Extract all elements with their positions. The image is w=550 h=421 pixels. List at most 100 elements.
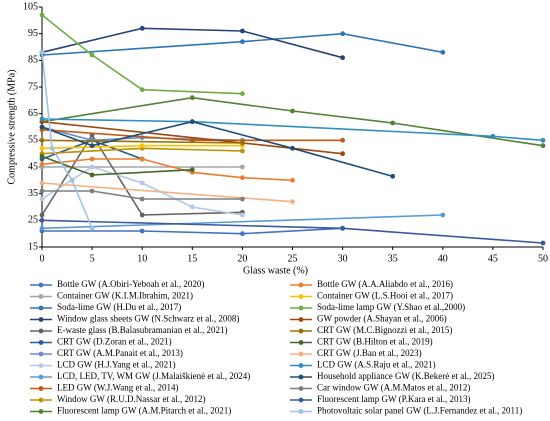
data-point	[189, 204, 195, 210]
data-point	[189, 119, 195, 125]
legend-label: LED GW (W.J.Wang et al., 2014)	[57, 383, 179, 393]
y-tick-label: 35	[28, 188, 38, 199]
x-tick-label: 0	[40, 253, 45, 264]
data-point	[139, 196, 145, 202]
data-point	[39, 145, 45, 151]
data-point	[390, 173, 396, 179]
data-point	[240, 148, 245, 154]
legend-marker	[298, 328, 304, 334]
x-tick-label: 25	[288, 253, 298, 264]
data-point	[240, 140, 245, 146]
legend-label: Car window GW (A.M.Matos et al., 2012)	[317, 383, 470, 393]
data-point	[290, 177, 295, 183]
legend-marker	[38, 386, 44, 391]
data-point	[189, 167, 195, 173]
data-point	[290, 199, 295, 205]
legend-marker	[38, 363, 44, 368]
data-point	[290, 108, 295, 114]
legend-marker	[298, 363, 304, 368]
legend-marker	[298, 294, 304, 299]
series-line	[41, 158, 293, 182]
legend-label: Window glass sheets GW (N.Schwarz et al.…	[57, 314, 239, 324]
x-tick-label: 50	[538, 253, 548, 264]
y-tick-label: 25	[28, 215, 38, 226]
series-line	[41, 182, 293, 203]
data-point	[39, 153, 45, 159]
data-point	[89, 164, 95, 170]
legend-label: E-waste glass (B.Balasubramanian et al.,…	[57, 325, 227, 335]
data-point	[139, 25, 145, 31]
legend-marker	[298, 351, 304, 357]
legend-label: CRT GW (A.M.Panait et al., 2013)	[57, 348, 183, 358]
series-line	[41, 139, 243, 144]
x-tick-label: 35	[388, 253, 398, 264]
data-point	[139, 156, 145, 162]
data-point	[89, 52, 95, 58]
y-axis-label: Compressive strength (MPa)	[6, 70, 17, 185]
series-line	[41, 32, 443, 56]
legend-label: Container GW (K.I.M.Ibrahim, 2021)	[57, 291, 193, 301]
data-point	[139, 143, 145, 149]
legend-marker	[298, 374, 304, 380]
series-line	[41, 52, 93, 229]
data-point	[240, 91, 245, 97]
legend-marker	[38, 294, 44, 299]
legend-label: Fluorescent lamp GW (A.M.Pitarch et al.,…	[57, 406, 231, 416]
legend-marker	[38, 340, 44, 345]
data-point	[240, 28, 245, 34]
data-point	[39, 12, 45, 18]
legend-marker	[38, 317, 44, 322]
legend-marker	[298, 282, 304, 288]
legend-label: Bottle GW (A.Obiri-Yeboah et al., 2020)	[57, 279, 204, 289]
data-point	[89, 188, 95, 194]
legend-label: LCD GW (H.J.Yang et al., 2021)	[57, 360, 176, 370]
data-point	[340, 137, 345, 143]
data-point	[39, 188, 45, 194]
data-point	[139, 87, 145, 93]
x-tick-label: 15	[187, 253, 197, 264]
x-tick-label: 5	[90, 253, 95, 264]
legend-label: GW powder (A.Shayan et al., 2006)	[317, 314, 447, 324]
y-tick-label: 95	[28, 28, 38, 39]
data-point	[540, 137, 546, 143]
data-point	[39, 49, 45, 55]
data-point	[240, 164, 245, 170]
y-tick-label: 55	[28, 135, 38, 146]
data-point	[139, 212, 145, 218]
data-point	[390, 120, 396, 126]
data-point	[540, 240, 546, 246]
legend-label: CRT GW (M.C.Bignozzi et al., 2015)	[317, 325, 452, 335]
legend-label: Photovoltaic solar panel GW (L.J.Fernand…	[317, 406, 522, 416]
data-point	[39, 116, 45, 122]
y-tick-label: 75	[28, 81, 38, 92]
legend-label: Soda-lime lamp GW (Y.Shao et al.,2000)	[317, 302, 465, 312]
data-point	[139, 228, 145, 234]
data-point	[240, 212, 245, 218]
legend-marker	[38, 397, 44, 403]
data-point	[240, 231, 245, 237]
data-point	[240, 175, 245, 181]
data-point	[39, 180, 45, 186]
legend-marker	[38, 374, 44, 380]
data-point	[49, 145, 55, 151]
data-point	[39, 124, 45, 130]
x-tick-label: 40	[438, 253, 448, 264]
y-tick-label: 45	[28, 161, 38, 172]
legend-label: LCD GW (A.S.Raju et al., 2021)	[317, 360, 436, 370]
data-point	[440, 49, 446, 55]
x-tick-label: 45	[488, 253, 498, 264]
data-point	[39, 196, 45, 202]
series-line	[41, 118, 544, 142]
data-point	[340, 31, 345, 37]
series-line	[41, 27, 343, 59]
x-tick-label: 10	[137, 253, 147, 264]
data-point	[490, 133, 496, 139]
data-point	[89, 172, 95, 178]
data-point	[39, 225, 45, 231]
y-tick-label: 85	[28, 55, 38, 66]
data-point	[39, 161, 45, 167]
legend-marker	[38, 351, 44, 357]
data-point	[540, 143, 546, 149]
legend-label: Bottle GW (A.A.Aliabdo et al., 2016)	[317, 279, 453, 289]
